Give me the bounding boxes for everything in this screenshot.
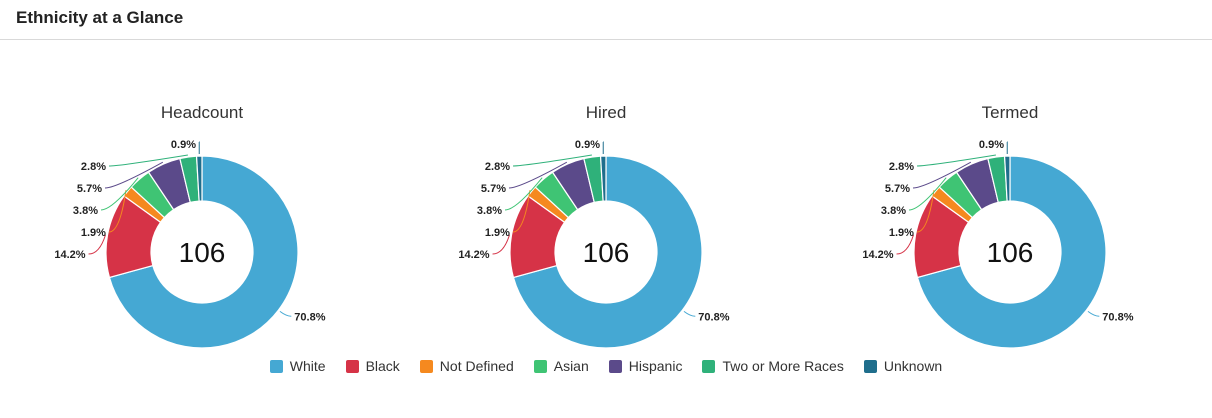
legend-swatch <box>702 359 716 373</box>
legend-item-unknown[interactable]: Unknown <box>863 358 943 374</box>
charts-area: Headcount 70.8% 14.2% 1.9% 3.8% 5.7% 2.8% 0.9% 1… <box>0 40 1212 349</box>
data-label-hispanic: 5.7% <box>885 183 910 195</box>
label-connector <box>916 154 996 167</box>
legend-swatch <box>533 359 547 373</box>
legend-item-two-or-more-races[interactable]: Two or More Races <box>702 358 844 374</box>
data-label-unknown: 0.9% <box>575 139 600 151</box>
donut-chart-termed: Termed 70.8% 14.2% 1.9% 3.8% 5.7% 2.8% 0.9% 106 <box>862 103 1134 349</box>
label-connector <box>896 234 915 255</box>
donut-slice-white[interactable] <box>916 155 1107 349</box>
label-connector <box>508 161 568 189</box>
data-label-two-or-more-races: 2.8% <box>889 161 914 173</box>
data-label-two-or-more-races: 2.8% <box>485 161 510 173</box>
data-label-white: 70.8% <box>1102 311 1133 323</box>
legend-label: Not Defined <box>439 358 514 374</box>
data-label-white: 70.8% <box>698 311 729 323</box>
data-label-black: 14.2% <box>862 249 893 261</box>
legend-item-hispanic[interactable]: Hispanic <box>608 358 683 374</box>
donut-slice-unknown[interactable] <box>1003 155 1011 202</box>
label-connector <box>104 161 164 189</box>
chart-title: Hired <box>586 103 627 122</box>
center-total-value: 106 <box>987 237 1034 268</box>
data-label-black: 14.2% <box>54 249 85 261</box>
donut-chart-hired: Hired 70.8% 14.2% 1.9% 3.8% 5.7% 2.8% 0.9% 106 <box>458 103 730 349</box>
legend-label: Two or More Races <box>722 358 844 374</box>
data-label-asian: 3.8% <box>73 205 98 217</box>
label-connector <box>108 190 127 233</box>
data-label-asian: 3.8% <box>477 205 502 217</box>
donut-slice-unknown[interactable] <box>195 155 203 202</box>
legend-item-asian[interactable]: Asian <box>533 358 589 374</box>
donut-slice-white[interactable] <box>108 155 299 349</box>
donut-chart-headcount: Headcount 70.8% 14.2% 1.9% 3.8% 5.7% 2.8% 0.9% 1… <box>54 103 326 349</box>
legend-item-black[interactable]: Black <box>345 358 400 374</box>
legend-swatch <box>863 359 877 373</box>
chart-title: Headcount <box>161 103 244 122</box>
data-label-asian: 3.8% <box>881 205 906 217</box>
label-connector <box>512 154 592 167</box>
legend-label: Unknown <box>883 358 943 374</box>
data-label-hispanic: 5.7% <box>77 183 102 195</box>
data-label-not-defined: 1.9% <box>485 227 510 239</box>
legend-swatch <box>269 359 283 373</box>
legend-label: Hispanic <box>628 358 683 374</box>
label-connector <box>683 311 696 317</box>
chart-title: Termed <box>982 103 1039 122</box>
legend-label: White <box>289 358 326 374</box>
label-connector <box>912 161 972 189</box>
chart-legend: White Black Not Defined Asian Hispanic T… <box>0 358 1212 374</box>
label-connector <box>279 311 292 317</box>
legend-swatch <box>419 359 433 373</box>
center-total-value: 106 <box>583 237 630 268</box>
label-connector <box>916 190 935 233</box>
panel-header: Ethnicity at a Glance <box>0 0 1212 40</box>
label-connector <box>492 234 511 255</box>
data-label-not-defined: 1.9% <box>889 227 914 239</box>
label-connector <box>1087 311 1100 317</box>
legend-swatch <box>608 359 622 373</box>
data-label-unknown: 0.9% <box>979 139 1004 151</box>
data-label-white: 70.8% <box>294 311 325 323</box>
label-connector <box>512 190 531 233</box>
center-total-value: 106 <box>179 237 226 268</box>
legend-label: Black <box>365 358 400 374</box>
data-label-unknown: 0.9% <box>171 139 196 151</box>
label-connector <box>908 177 947 211</box>
donut-slice-unknown[interactable] <box>599 155 607 202</box>
legend-label: Asian <box>553 358 589 374</box>
label-connector <box>100 177 139 211</box>
legend-item-white[interactable]: White <box>269 358 326 374</box>
panel-title: Ethnicity at a Glance <box>16 8 184 27</box>
donut-slice-white[interactable] <box>512 155 703 349</box>
data-label-not-defined: 1.9% <box>81 227 106 239</box>
data-label-hispanic: 5.7% <box>481 183 506 195</box>
legend-item-not-defined[interactable]: Not Defined <box>419 358 514 374</box>
data-label-black: 14.2% <box>458 249 489 261</box>
label-connector <box>108 154 188 167</box>
label-connector <box>504 177 543 211</box>
label-connector <box>88 234 107 255</box>
data-label-two-or-more-races: 2.8% <box>81 161 106 173</box>
legend-swatch <box>345 359 359 373</box>
